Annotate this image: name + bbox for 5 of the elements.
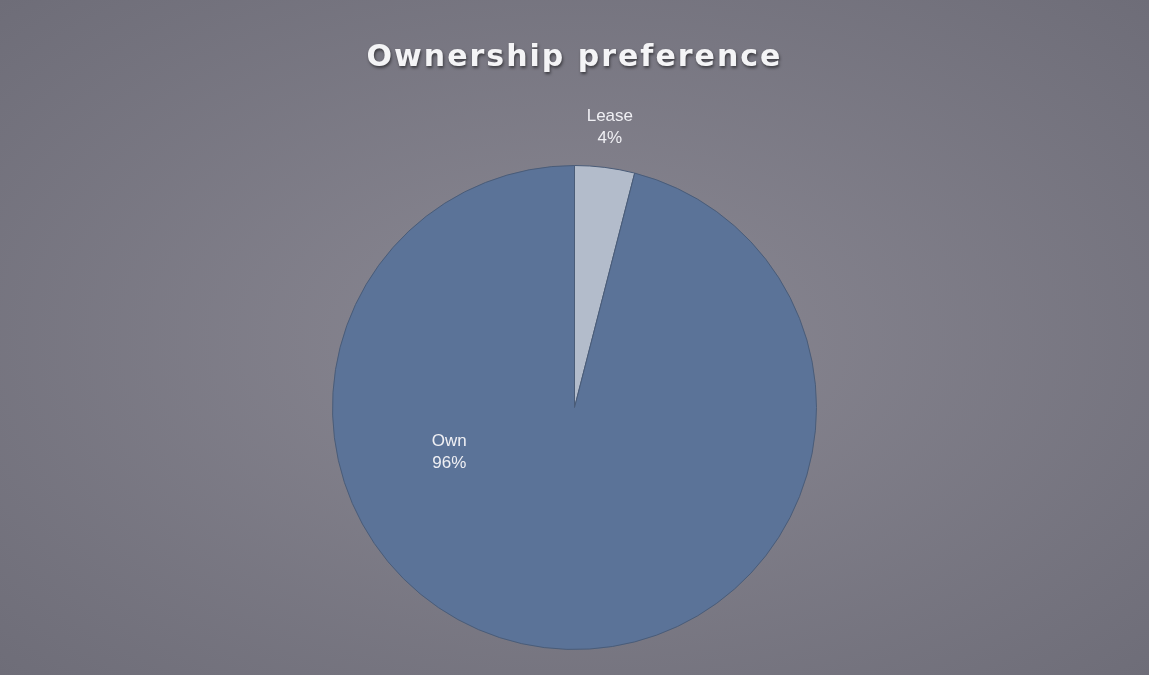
slice-label: Lease <box>586 106 634 126</box>
data-label: 4% <box>597 128 623 148</box>
chart-title: Ownership preference <box>365 38 784 73</box>
data-label: 96% <box>432 453 467 473</box>
slice-label: Own <box>431 431 467 451</box>
